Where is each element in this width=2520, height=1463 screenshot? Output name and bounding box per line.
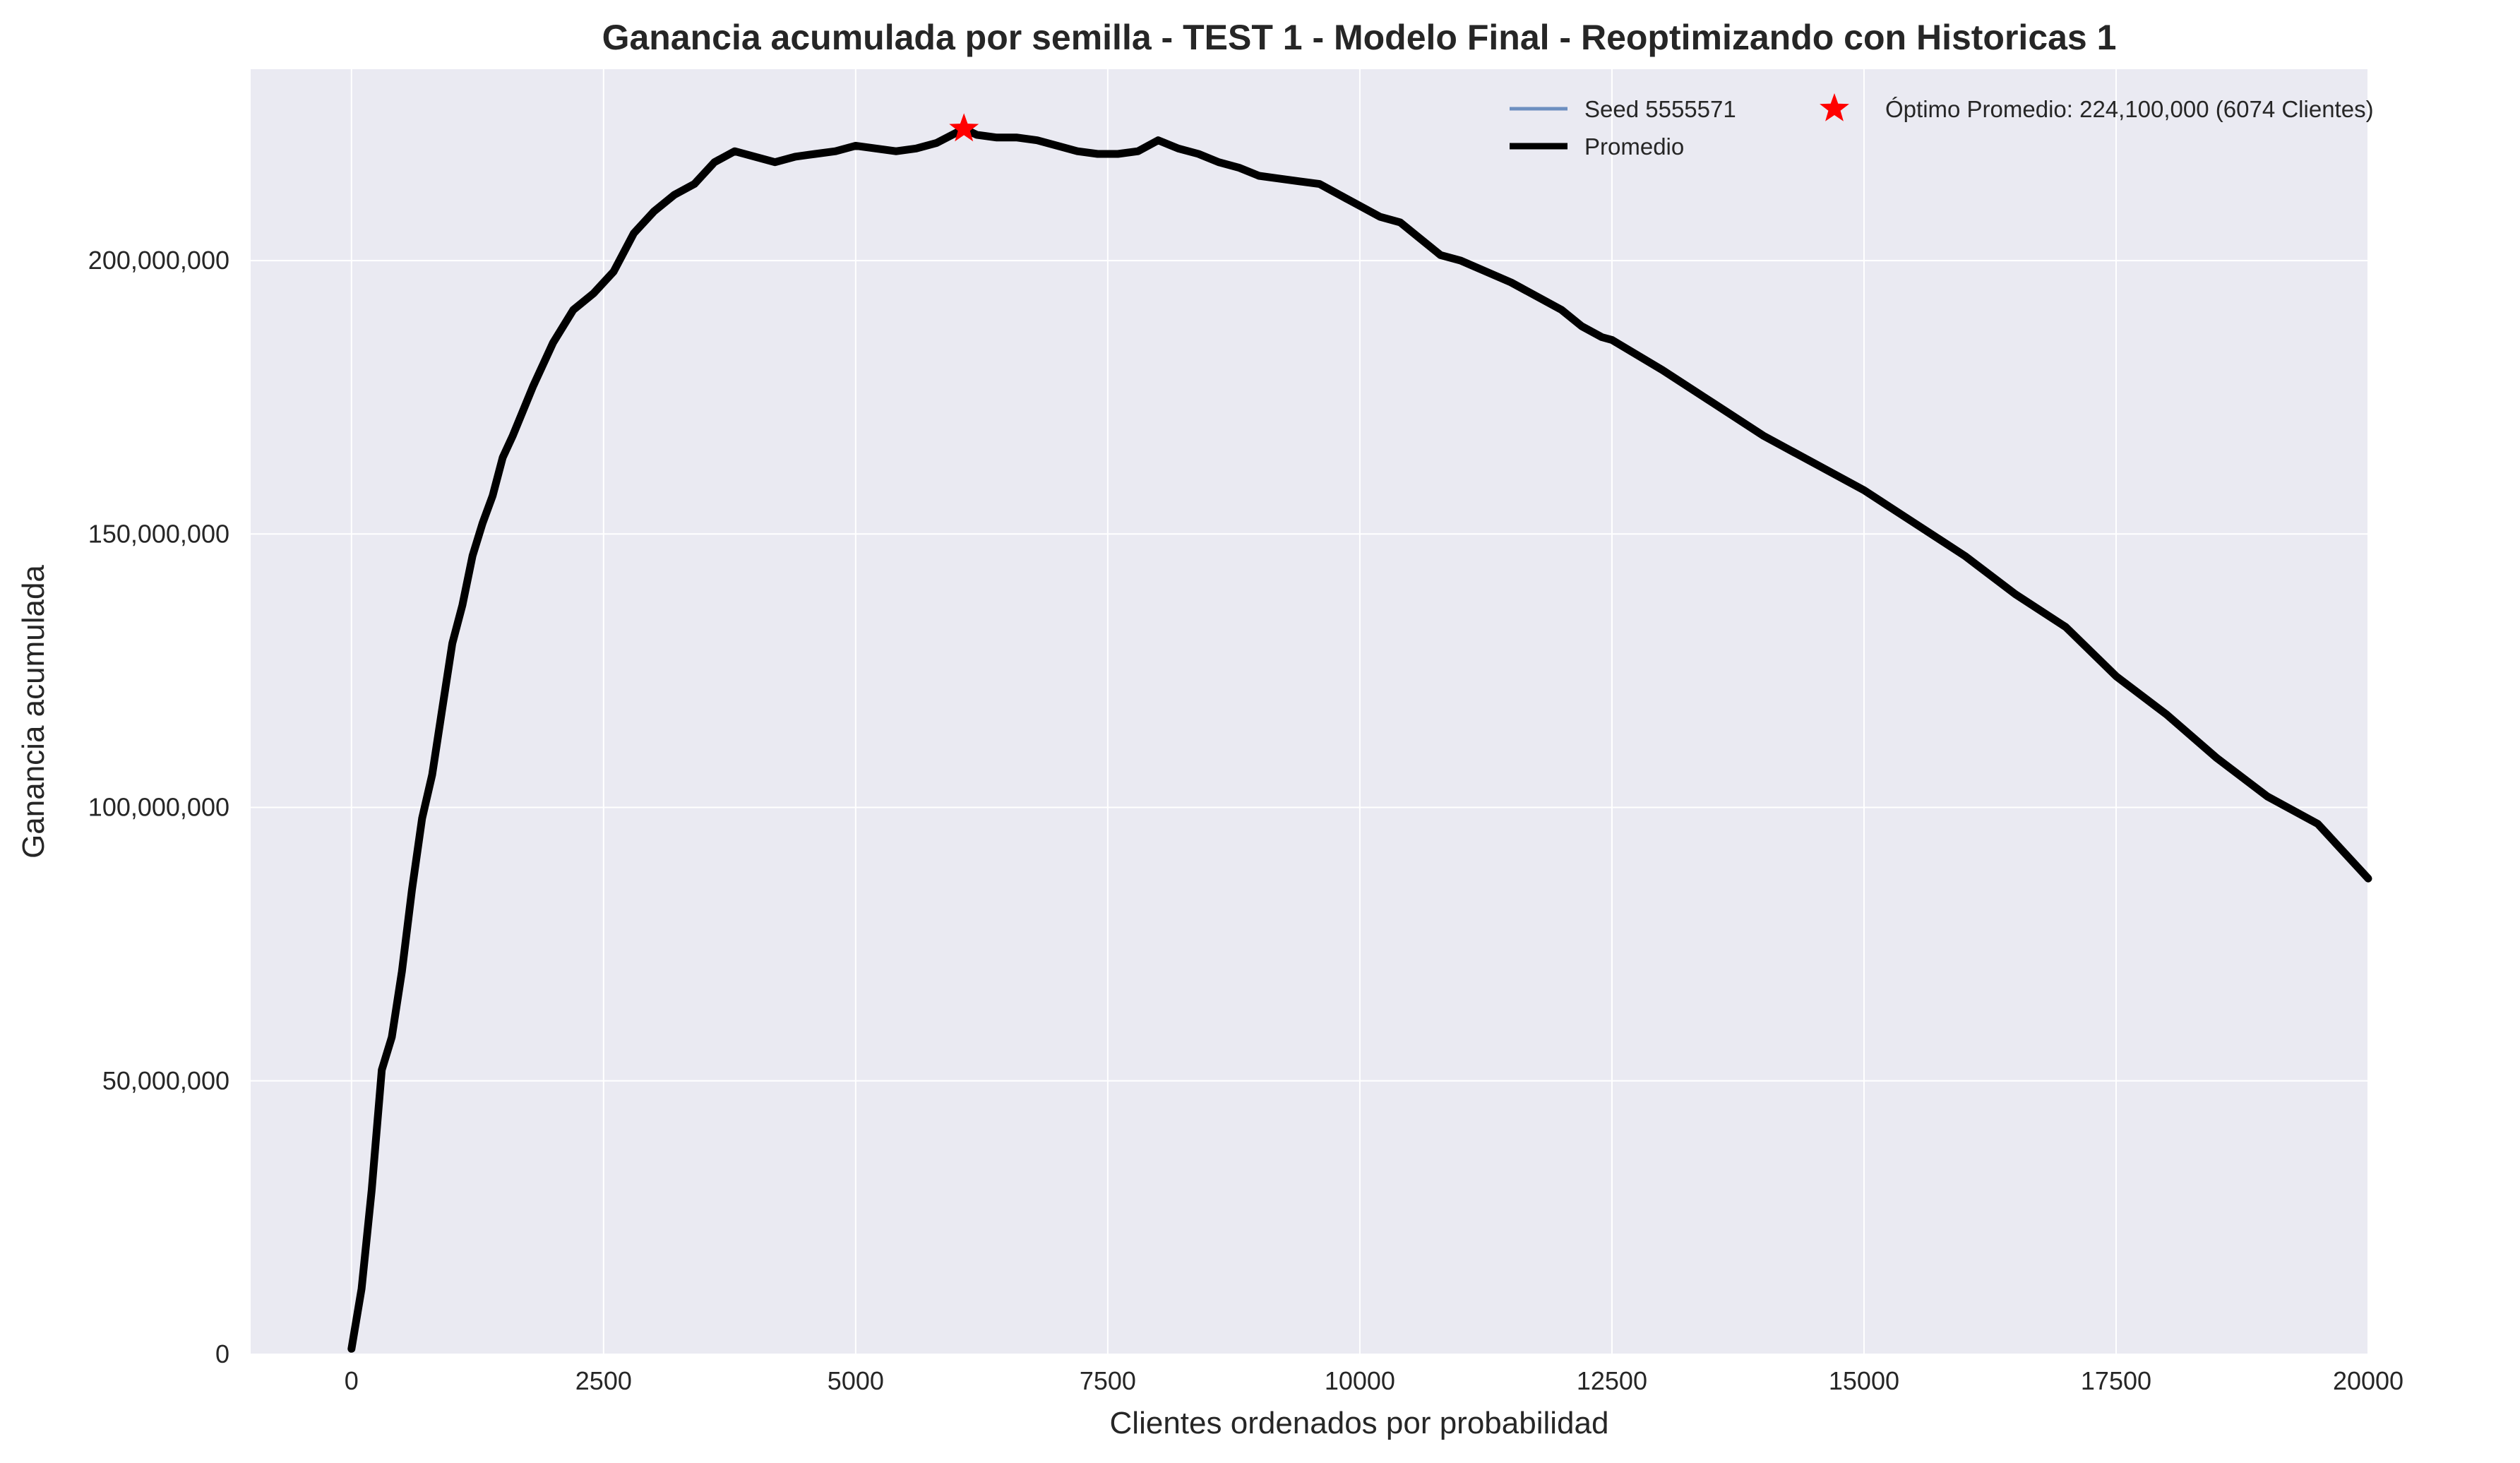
- y-tick-label: 50,000,000: [102, 1066, 229, 1095]
- y-tick-label: 100,000,000: [88, 793, 229, 822]
- x-tick-label: 12500: [1577, 1366, 1647, 1395]
- legend-label-average: Promedio: [1584, 133, 1684, 160]
- y-tick-label: 200,000,000: [88, 246, 229, 275]
- y-tick-label: 0: [215, 1339, 229, 1368]
- x-tick-label: 5000: [828, 1366, 884, 1395]
- x-tick-label: 15000: [1829, 1366, 1899, 1395]
- x-tick-label: 10000: [1325, 1366, 1395, 1395]
- x-tick-label: 2500: [575, 1366, 632, 1395]
- x-tick-label: 7500: [1080, 1366, 1136, 1395]
- x-tick-label: 20000: [2333, 1366, 2403, 1395]
- series-layer: [347, 124, 2372, 1353]
- y-axis-ticks: 0 50,000,000 100,000,000 150,000,000 200,000…: [88, 246, 229, 1368]
- y-axis-label: Ganancia acumulada: [16, 565, 51, 859]
- x-axis-ticks: 0 2500 5000 7500 10000 12500 15000 17500 20000: [345, 1366, 2403, 1395]
- legend-label-optimum: Óptimo Promedio: 224,100,000 (6074 Clien…: [1885, 96, 2374, 122]
- y-tick-label: 150,000,000: [88, 519, 229, 548]
- x-axis-label: Clientes ordenados por probabilidad: [1110, 1406, 1609, 1440]
- legend: Seed 5555571 Promedio Óptimo Promedio: 2…: [1510, 93, 2374, 160]
- marker-layer: [949, 113, 979, 142]
- plot-background: [251, 69, 2368, 1354]
- optimum-star-icon: [949, 113, 979, 142]
- chart-title: Ganancia acumulada por semilla - TEST 1 …: [602, 18, 2117, 57]
- grid: [251, 69, 2369, 1355]
- legend-star-icon: [1820, 93, 1849, 121]
- x-tick-label: 0: [345, 1366, 359, 1395]
- series-line-average: [347, 124, 2372, 1353]
- x-tick-label: 17500: [2081, 1366, 2151, 1395]
- legend-label-seed: Seed 5555571: [1584, 96, 1736, 122]
